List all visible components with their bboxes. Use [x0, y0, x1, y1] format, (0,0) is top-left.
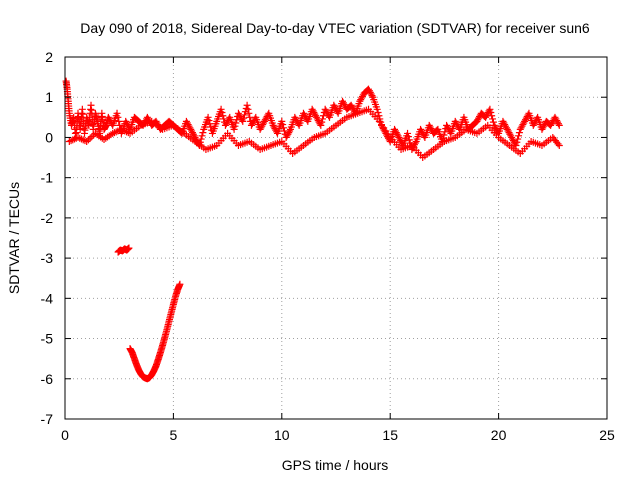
data-point-marker — [205, 117, 213, 125]
data-point-marker — [197, 135, 205, 143]
data-point-marker — [218, 109, 226, 117]
data-point-marker — [244, 105, 252, 113]
data-point-marker — [240, 114, 248, 122]
data-point-marker — [318, 118, 326, 126]
chart-title: Day 090 of 2018, Sidereal Day-to-day VTE… — [80, 20, 590, 36]
data-point-marker — [374, 109, 382, 117]
y-tick-label: -6 — [41, 371, 54, 387]
data-point-marker — [115, 117, 123, 125]
data-markers — [62, 77, 563, 383]
data-point-marker — [230, 125, 238, 133]
data-point-marker — [317, 121, 325, 129]
data-point-marker — [514, 135, 522, 143]
data-point-marker — [489, 115, 497, 123]
series-lower-branch-b — [65, 105, 563, 162]
data-point-marker — [113, 109, 121, 117]
data-point-marker — [515, 132, 523, 140]
data-point-marker — [319, 115, 327, 123]
data-point-marker — [245, 109, 253, 117]
y-tick-label: 2 — [45, 49, 53, 65]
y-axis-label: SDTVAR / TECUs — [6, 182, 22, 294]
data-point-marker — [199, 129, 207, 137]
data-point-marker — [404, 129, 412, 137]
data-point-marker — [286, 127, 294, 135]
data-point-marker — [489, 118, 497, 126]
x-tick-label: 5 — [170, 427, 178, 443]
x-axis-label: GPS time / hours — [282, 457, 389, 473]
x-tick-label: 20 — [491, 427, 507, 443]
plot-frame — [64, 56, 608, 420]
y-tick-label: 0 — [45, 129, 53, 145]
data-point-marker — [232, 119, 240, 127]
data-point-marker — [278, 117, 286, 125]
data-point-marker — [279, 121, 287, 129]
data-point-marker — [486, 105, 494, 113]
data-point-marker — [515, 129, 523, 137]
x-tick-label: 25 — [599, 427, 615, 443]
y-tick-label: -7 — [41, 411, 54, 427]
data-point-marker — [206, 120, 214, 128]
data-point-marker — [440, 131, 448, 139]
series-outlier-segment — [114, 244, 133, 256]
data-point-marker — [280, 124, 288, 132]
data-point-marker — [231, 122, 239, 130]
series-dip-segment — [126, 280, 184, 383]
data-point-marker — [198, 132, 206, 140]
data-point-marker — [487, 109, 495, 117]
data-point-marker — [555, 121, 563, 129]
data-point-marker — [246, 113, 254, 121]
data-point-marker — [239, 117, 247, 125]
data-point-marker — [488, 112, 496, 120]
data-point-marker — [404, 133, 412, 141]
data-point-marker — [405, 136, 413, 144]
x-tick-label: 15 — [382, 427, 398, 443]
data-point-marker — [176, 280, 184, 288]
axis-ticks — [64, 56, 608, 420]
y-tick-label: -1 — [41, 170, 54, 186]
x-tick-labels: 0 5 10 15 20 25 — [61, 427, 615, 443]
data-point-marker — [219, 112, 227, 120]
y-tick-label: 1 — [45, 89, 53, 105]
y-tick-label: -3 — [41, 250, 54, 266]
data-point-marker — [555, 141, 563, 149]
data-point-marker — [204, 113, 212, 121]
data-point-marker — [125, 244, 133, 252]
x-tick-label: 10 — [274, 427, 290, 443]
y-tick-label: -5 — [41, 331, 54, 347]
data-point-marker — [554, 120, 562, 128]
data-point-marker — [217, 105, 225, 113]
data-point-marker — [373, 105, 381, 113]
data-point-marker — [513, 138, 521, 146]
x-tick-label: 0 — [61, 427, 69, 443]
series-main — [62, 77, 563, 154]
data-point-marker — [554, 140, 562, 148]
grid-lines — [65, 57, 607, 419]
data-point-marker — [114, 113, 122, 121]
data-point-marker — [368, 92, 376, 100]
y-tick-label: -2 — [41, 210, 54, 226]
data-point-marker — [243, 101, 251, 109]
y-tick-label: -4 — [41, 290, 54, 306]
data-point-marker — [207, 123, 215, 131]
y-tick-labels: 2 1 0 -1 -2 -3 -4 -5 -6 -7 — [41, 49, 54, 427]
data-point-marker — [241, 111, 249, 119]
